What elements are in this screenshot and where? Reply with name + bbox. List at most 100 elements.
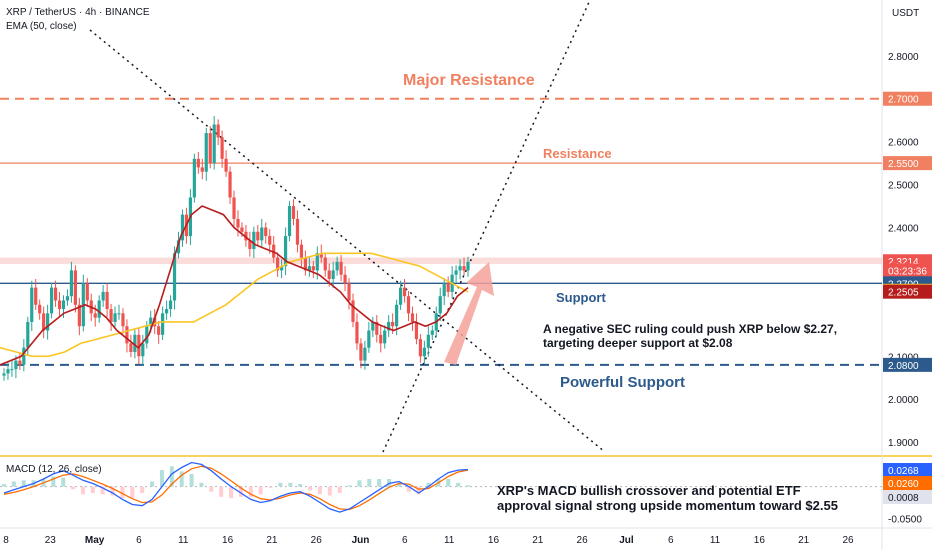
candle	[216, 119, 220, 146]
price-badge-bg	[883, 357, 932, 372]
candle-body	[77, 304, 81, 327]
candle-body	[34, 287, 38, 305]
candle-body	[97, 300, 101, 318]
candle	[430, 325, 434, 340]
candle-body	[65, 296, 70, 301]
price-badge-bg	[883, 284, 932, 299]
candle	[287, 200, 292, 242]
candle-body	[240, 227, 244, 232]
candle-body	[466, 261, 470, 271]
candle	[387, 315, 391, 337]
candle	[458, 259, 462, 280]
candle-body	[402, 287, 407, 297]
time-tick-16: 11	[710, 535, 721, 546]
candle-body	[57, 300, 62, 310]
candle-body	[319, 253, 323, 258]
candle	[339, 254, 343, 282]
candle-body	[46, 313, 50, 331]
macd-histogram-bar	[466, 485, 470, 487]
candle	[208, 126, 212, 169]
candle-body	[236, 218, 240, 228]
candle	[22, 339, 26, 372]
candle-body	[2, 373, 6, 376]
time-tick-14: Jul	[619, 535, 634, 546]
candle-body	[256, 231, 260, 241]
price-tick-4: 2.1000	[888, 352, 919, 363]
candle-body	[180, 214, 185, 241]
candle	[129, 334, 133, 358]
candle-body	[438, 296, 442, 314]
time-tick-2: May	[85, 535, 105, 546]
candle	[53, 280, 58, 307]
macd-histogram-bar	[456, 482, 461, 487]
candle	[65, 289, 70, 306]
candle	[256, 224, 260, 246]
candle	[113, 306, 117, 328]
candle-body	[276, 257, 280, 271]
candle	[252, 226, 256, 258]
candle-body	[176, 240, 181, 254]
candle	[125, 319, 129, 353]
candle	[180, 209, 185, 247]
candle-body	[359, 343, 363, 361]
candle-body	[117, 313, 121, 315]
price-badge-text: 2.2505	[888, 288, 919, 299]
candle	[224, 150, 228, 177]
macd-histogram-bar	[179, 471, 184, 487]
candle	[101, 285, 105, 307]
candle	[462, 257, 466, 276]
candle-body	[216, 124, 220, 138]
candle	[105, 283, 109, 317]
candle-body	[38, 304, 42, 314]
time-tick-1: 23	[45, 535, 57, 546]
candle	[42, 306, 46, 339]
candle-body	[30, 287, 34, 322]
candle	[303, 250, 308, 276]
macd-histogram-bar	[169, 466, 174, 487]
candle-body	[208, 133, 212, 164]
candle	[248, 231, 252, 257]
symbol-title: XRP / TetherUS · 4h · BINANCE	[6, 7, 150, 18]
candle	[228, 166, 232, 204]
time-tick-13: 26	[577, 535, 589, 546]
candle-body	[347, 283, 351, 301]
candle-body	[295, 218, 300, 245]
macd-histogram-bar	[298, 484, 303, 487]
ema-50-line	[0, 205, 469, 366]
candle	[200, 158, 204, 180]
candle-body	[327, 270, 331, 280]
candle-body	[137, 334, 141, 357]
candle-body	[299, 244, 304, 258]
candle	[264, 222, 268, 244]
macd-histogram-bar	[327, 486, 332, 496]
candle-body	[418, 339, 423, 357]
candle-body	[73, 270, 77, 305]
candle	[398, 280, 403, 310]
candle-body	[161, 313, 165, 335]
macd-histogram-bar	[387, 479, 392, 487]
price-axis: 2.8000 2.6000 2.5000 2.4000 2.1000 2.0000 1.90…	[883, 52, 932, 449]
price-tick-2: 2.5000	[888, 181, 919, 192]
candle-body	[101, 291, 105, 301]
candle	[157, 321, 161, 344]
candle-body	[307, 266, 311, 271]
candle	[232, 190, 236, 227]
candle-body	[406, 296, 411, 314]
macd-histogram-bar	[367, 479, 372, 487]
candle-body	[303, 257, 308, 271]
candle	[49, 282, 54, 319]
macd-histogram-bar	[100, 486, 105, 495]
candle-body	[287, 206, 292, 237]
projection-arrow	[444, 262, 494, 365]
candle	[244, 224, 248, 247]
candle-body	[272, 244, 276, 258]
candle	[347, 278, 351, 310]
price-badge-bg	[883, 91, 932, 106]
candle	[343, 266, 347, 292]
candle-body	[113, 313, 117, 322]
macd-histogram-bar	[268, 486, 273, 488]
candle	[34, 279, 38, 310]
price-badge-text: 2.3214	[888, 257, 919, 268]
